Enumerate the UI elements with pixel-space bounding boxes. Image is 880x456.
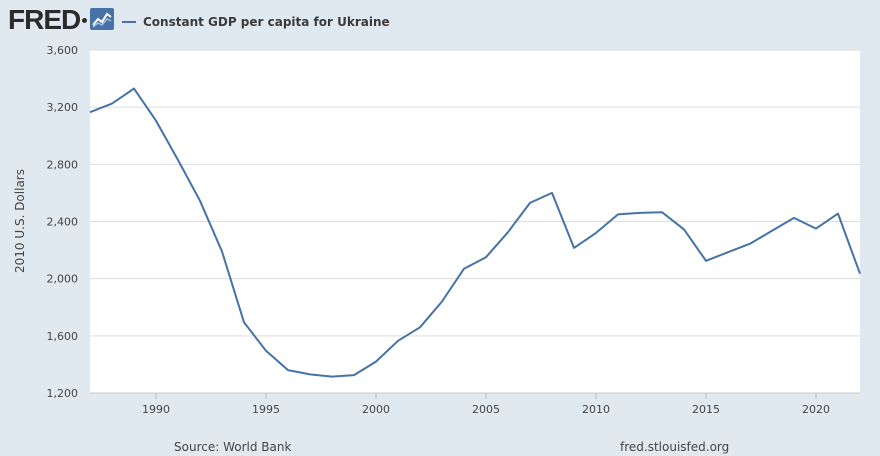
data-point[interactable]	[392, 335, 404, 347]
x-tick-label: 2005	[472, 403, 500, 416]
data-point[interactable]	[348, 369, 360, 381]
data-point[interactable]	[612, 208, 624, 220]
header: FRED Constant GDP per capita for Ukraine	[0, 0, 880, 40]
x-tick-label: 2015	[692, 403, 720, 416]
x-tick-label: 2010	[582, 403, 610, 416]
data-point[interactable]	[766, 225, 778, 237]
legend-swatch	[122, 21, 136, 23]
y-tick-label: 2,000	[47, 273, 79, 286]
source-label: Source: World Bank	[174, 440, 292, 454]
data-point[interactable]	[458, 263, 470, 275]
y-tick-label: 1,600	[47, 330, 79, 343]
x-tick-label: 2020	[802, 403, 830, 416]
y-tick-label: 2,400	[47, 216, 79, 229]
data-point[interactable]	[722, 246, 734, 258]
fred-logo-chart-icon	[90, 8, 114, 30]
site-link[interactable]: fred.stlouisfed.org	[620, 440, 730, 454]
y-axis-ticks: 1,200 1,600 2,000 2,400 2,800 3,200 3,600	[47, 44, 79, 400]
data-point[interactable]	[172, 154, 184, 166]
data-point[interactable]	[304, 368, 316, 380]
data-point[interactable]	[502, 226, 514, 238]
data-point[interactable]	[84, 106, 96, 118]
y-tick-label: 3,600	[47, 44, 79, 57]
chart-legend[interactable]: Constant GDP per capita for Ukraine	[122, 12, 390, 32]
data-point[interactable]	[370, 356, 382, 368]
data-point[interactable]	[832, 208, 844, 220]
data-point[interactable]	[700, 255, 712, 267]
data-point[interactable]	[546, 187, 558, 199]
y-tick-label: 2,800	[47, 158, 79, 171]
data-point[interactable]	[678, 223, 690, 235]
data-point[interactable]	[854, 268, 866, 280]
series-line[interactable]	[89, 87, 861, 378]
data-point[interactable]	[634, 207, 646, 219]
data-point[interactable]	[480, 251, 492, 263]
data-point[interactable]	[194, 195, 206, 207]
data-point[interactable]	[656, 206, 668, 218]
x-tick-label: 1990	[142, 403, 170, 416]
data-point[interactable]	[260, 345, 272, 357]
data-point[interactable]	[106, 98, 118, 110]
y-tick-label: 3,200	[47, 101, 79, 114]
data-point[interactable]	[326, 371, 338, 383]
data-point[interactable]	[150, 115, 162, 127]
data-point[interactable]	[128, 83, 140, 95]
data-point[interactable]	[282, 364, 294, 376]
data-point[interactable]	[216, 246, 228, 258]
legend-label: Constant GDP per capita for Ukraine	[143, 15, 390, 29]
data-point[interactable]	[788, 212, 800, 224]
y-tick-label: 1,200	[47, 387, 79, 400]
x-axis-ticks: 1990 1995 2000 2005 2010 2015 2020	[142, 393, 830, 416]
data-point[interactable]	[568, 242, 580, 254]
data-point[interactable]	[414, 321, 426, 333]
grid-lines	[90, 49, 860, 337]
data-point[interactable]	[810, 223, 822, 235]
data-point[interactable]	[436, 296, 448, 308]
data-point[interactable]	[590, 227, 602, 239]
data-point[interactable]	[744, 238, 756, 250]
data-point[interactable]	[524, 197, 536, 209]
data-point[interactable]	[238, 316, 250, 328]
x-tick-label: 1995	[252, 403, 280, 416]
logo-dot	[82, 18, 87, 23]
x-tick-label: 2000	[362, 403, 390, 416]
fred-logo[interactable]: FRED	[8, 4, 81, 35]
y-axis-label: 2010 U.S. Dollars	[13, 169, 27, 273]
